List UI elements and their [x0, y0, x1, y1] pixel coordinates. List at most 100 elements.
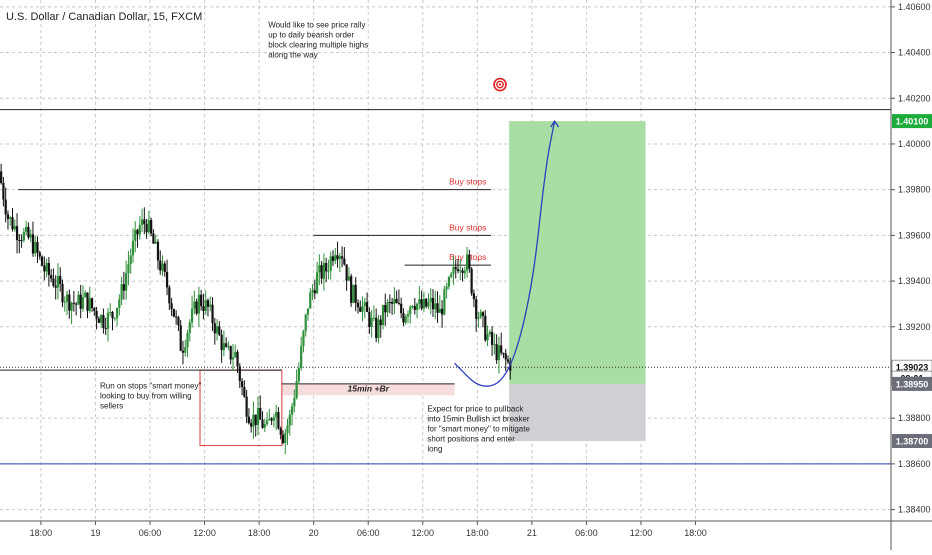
candle-body: [290, 406, 294, 415]
candle-body: [381, 304, 385, 326]
candle-body: [100, 315, 103, 323]
candle-body: [331, 256, 335, 261]
candle-body: [390, 302, 394, 304]
candle-body: [263, 424, 266, 428]
candle-body: [36, 241, 39, 253]
y-axis-tick-label: 1.40200: [898, 93, 931, 103]
candle-body: [322, 263, 325, 279]
candle-body: [102, 315, 105, 328]
candle-body: [465, 254, 469, 271]
annotation-line: Run on stops "smart money": [100, 381, 201, 390]
candle-body: [486, 334, 489, 341]
candle-body: [452, 267, 455, 274]
target-icon-ring: [496, 80, 504, 89]
candle-body: [450, 273, 453, 278]
candle-body: [325, 263, 328, 272]
candle-body: [336, 255, 339, 260]
candle-body: [506, 359, 510, 362]
candle-body: [493, 344, 496, 346]
candle-body: [84, 292, 87, 298]
candle-body: [334, 255, 337, 261]
candle-body: [425, 298, 428, 307]
candle-body: [0, 171, 3, 184]
candle-body: [286, 425, 289, 434]
entry-badge-label: 1.38950: [896, 379, 929, 389]
candle-body: [313, 290, 316, 294]
candle-body: [350, 276, 353, 303]
candle-body: [193, 301, 196, 309]
candle-body: [154, 241, 157, 244]
candle-body: [79, 294, 82, 309]
candle-body: [218, 326, 221, 335]
candle-body: [165, 271, 169, 288]
annotation-line: looking to buy from willing: [100, 391, 192, 400]
candle-body: [140, 219, 144, 226]
candle-body: [368, 311, 371, 327]
annotation-line: along the way: [268, 50, 317, 59]
candle-body: [175, 316, 178, 318]
candle-body: [461, 270, 464, 274]
candle-body: [220, 334, 223, 351]
candle-body: [429, 297, 432, 303]
candle-body: [388, 301, 391, 303]
candle-body: [256, 407, 260, 426]
candle-body: [56, 276, 60, 288]
candle-body: [395, 298, 398, 303]
candle-body: [245, 396, 248, 417]
candle-body: [270, 418, 273, 421]
candle-body: [161, 263, 164, 271]
candle-body: [386, 301, 389, 313]
candle-body: [252, 414, 255, 427]
candle-body: [97, 318, 100, 323]
candle-body: [472, 293, 476, 300]
candle-body: [504, 353, 507, 360]
candle-body: [479, 312, 482, 318]
candle-body: [345, 264, 348, 281]
candle-body: [150, 220, 153, 234]
candle-body: [315, 272, 319, 294]
candle-body: [172, 309, 175, 317]
breaker-zone: [281, 383, 455, 396]
candle-body: [81, 297, 85, 309]
candle-body: [406, 314, 410, 317]
candle-body: [279, 428, 282, 435]
candle-body: [240, 380, 244, 388]
candle-body: [327, 270, 330, 272]
candle-body: [93, 308, 96, 312]
candle-body: [272, 417, 275, 421]
candle-body: [52, 278, 55, 286]
x-axis-tick-label: 19: [90, 528, 100, 538]
candle-body: [170, 303, 173, 310]
candle-body: [186, 333, 189, 348]
candle-body: [477, 317, 480, 319]
y-axis-tick-label: 1.40000: [898, 139, 931, 149]
candle-body: [238, 366, 241, 381]
candle-body: [61, 283, 64, 303]
candle-body: [202, 306, 205, 311]
candle-body: [311, 290, 314, 293]
annotation-line: into 15min Bullish ict breaker: [427, 414, 530, 423]
candle-body: [125, 273, 128, 291]
candle-body: [27, 226, 30, 238]
annotation-line: long: [427, 444, 442, 453]
candle-body: [159, 260, 162, 271]
candle-body: [179, 325, 182, 351]
candle-body: [354, 284, 357, 303]
candle-body: [213, 323, 216, 334]
candle-body: [475, 299, 478, 319]
x-axis-tick-label: 06:00: [139, 528, 162, 538]
candle-body: [134, 229, 137, 241]
candle-body: [427, 302, 430, 307]
stop-run-note: Run on stops "smart money" looking to buy…: [100, 381, 201, 410]
candle-body: [509, 361, 512, 371]
target-badge: [892, 114, 932, 129]
candle-body: [440, 308, 444, 315]
candle-body: [247, 416, 250, 424]
candle-body: [63, 301, 66, 303]
candle-body: [481, 312, 485, 316]
candlestick-series: [0, 163, 512, 455]
candle-body: [320, 265, 323, 279]
candle-body: [490, 331, 494, 345]
